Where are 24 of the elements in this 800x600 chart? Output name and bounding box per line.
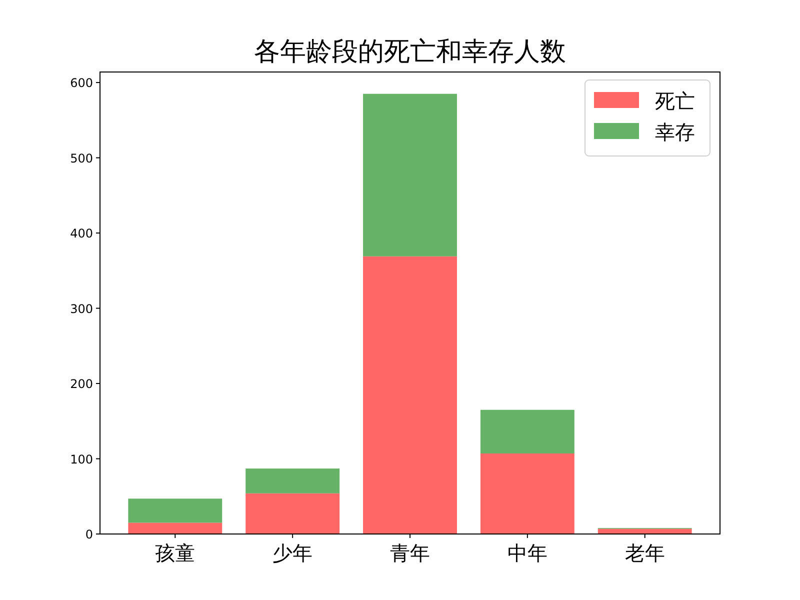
bar <box>480 410 574 454</box>
bar <box>128 522 222 534</box>
y-tick-label: 200 <box>70 377 93 392</box>
y-tick-label: 500 <box>70 151 93 166</box>
y-tick-label: 400 <box>70 226 93 241</box>
y-tick-label: 600 <box>70 76 93 90</box>
legend-label: 幸存 <box>655 120 695 144</box>
legend-label: 死亡 <box>655 89 695 113</box>
y-tick-label: 0 <box>85 528 93 542</box>
x-tick-label: 孩童 <box>155 541 196 565</box>
y-tick-label: 300 <box>70 302 93 316</box>
x-tick-label: 少年 <box>272 541 313 565</box>
x-tick-label: 老年 <box>624 541 665 565</box>
y-tick-label: 100 <box>70 452 93 466</box>
bar <box>363 256 457 534</box>
bar <box>246 468 340 494</box>
bar <box>598 528 692 534</box>
x-tick-label: 中年 <box>507 541 548 565</box>
bar <box>363 94 457 256</box>
bar <box>128 498 222 523</box>
bar <box>246 493 340 534</box>
x-tick-label: 青年 <box>390 541 430 565</box>
chart-title: 各年龄段的死亡和幸存人数 <box>254 37 566 67</box>
bar <box>480 453 574 534</box>
